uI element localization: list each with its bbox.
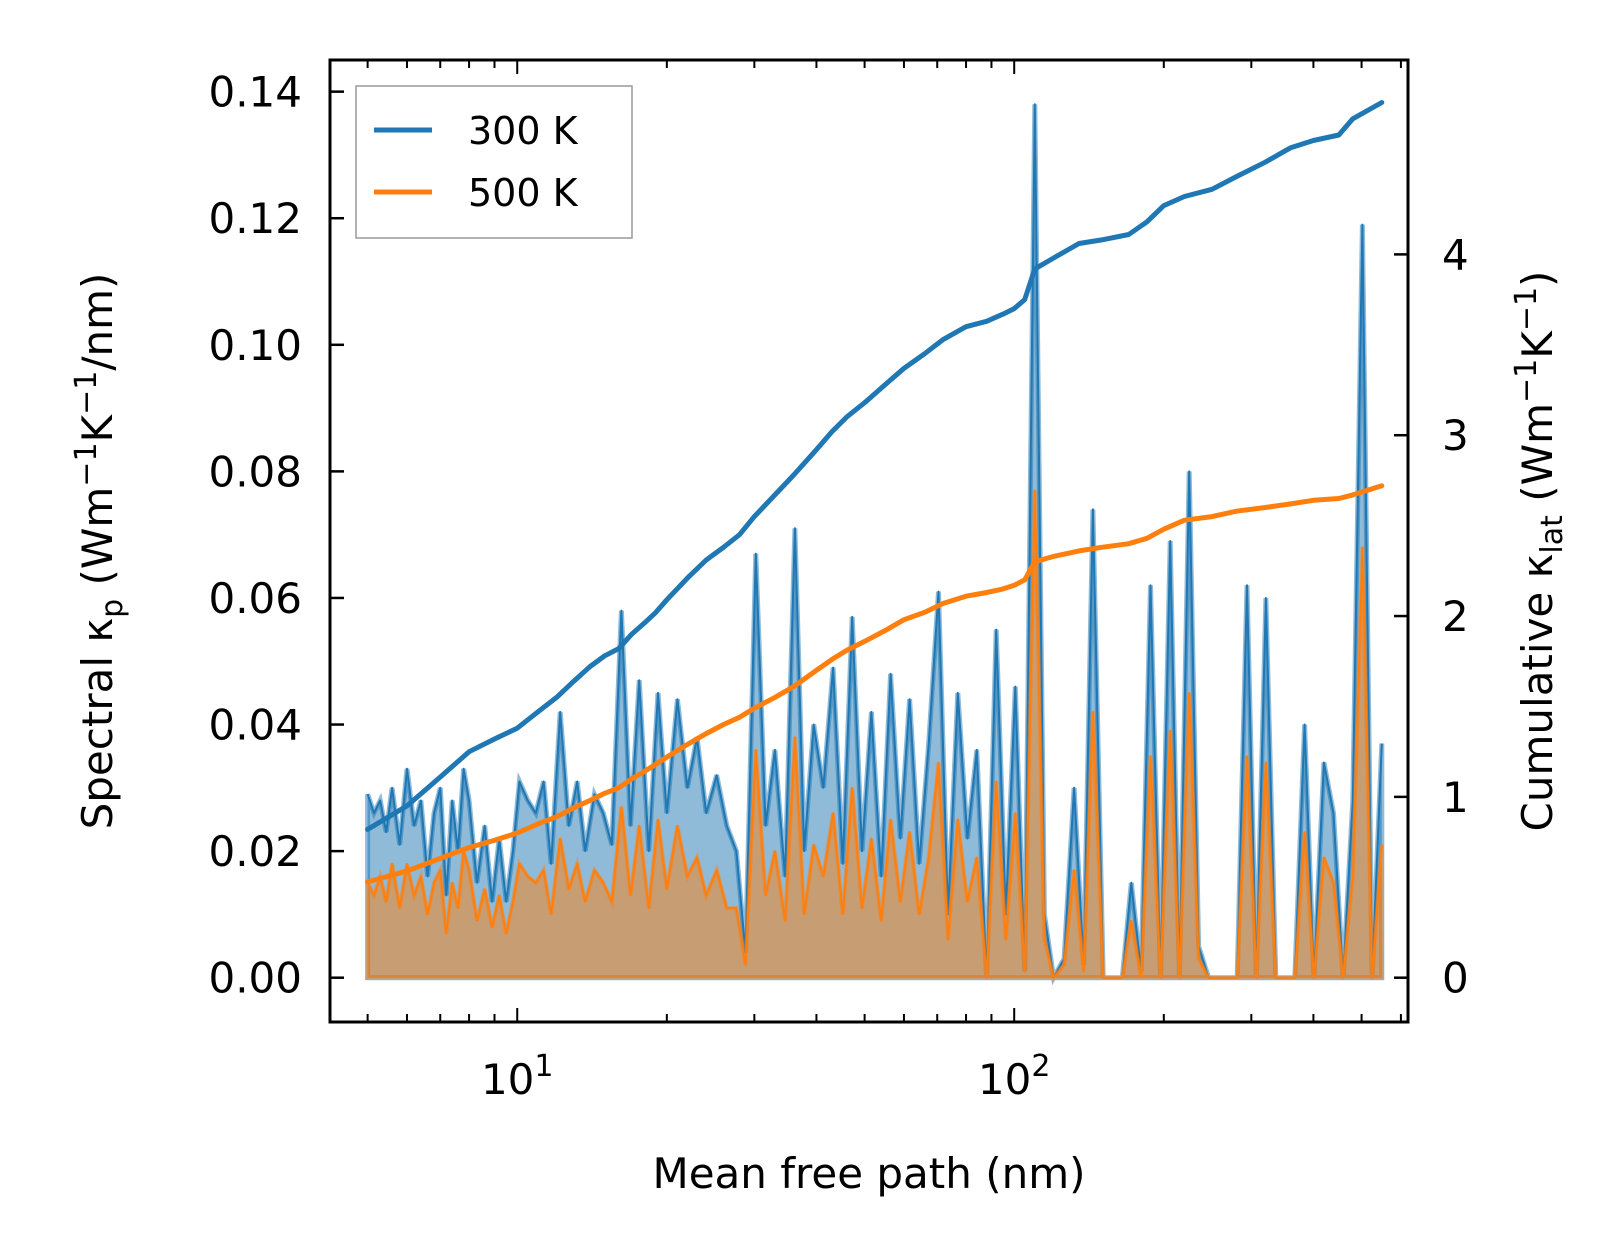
- y-right-tick-label: 4: [1442, 230, 1469, 279]
- legend-label: 500 K: [468, 171, 579, 215]
- y-left-axis-title-prefix: Spectral κ: [73, 618, 122, 830]
- legend-box: [355, 85, 633, 239]
- y-left-axis-title: Spectral κp (Wm−1K−1/nm): [69, 273, 130, 830]
- x-tick-exponent: 1: [534, 1049, 553, 1084]
- y-right-axis-title-mid: K: [1513, 330, 1562, 359]
- y-right-axis-title-tail: ): [1513, 271, 1562, 287]
- y-left-axis-title-subscript: p: [95, 599, 130, 618]
- y-right-axis-title-superscript-1: −1: [1509, 359, 1544, 403]
- legend-label: 300 K: [468, 109, 579, 153]
- y-left-tick-label: 0.02: [208, 827, 302, 876]
- y-right-tick-label: 0: [1442, 954, 1469, 1003]
- y-right-axis-title-superscript-2: −1: [1509, 287, 1544, 331]
- cumulative-300k-line: [365, 100, 1385, 832]
- x-tick-base: 10: [481, 1055, 534, 1104]
- plot-content: [365, 100, 1385, 986]
- axes: 0.000.020.040.060.080.100.120.1401234101…: [69, 58, 1570, 1198]
- x-tick-label: 102: [978, 1049, 1051, 1104]
- plot-frame: [328, 58, 1410, 1024]
- y-left-axis-title-mid: K: [73, 413, 122, 442]
- x-tick-base: 10: [978, 1055, 1031, 1104]
- y-left-tick-label: 0.12: [208, 194, 302, 243]
- y-left-tick-label: 0.14: [208, 68, 302, 117]
- y-right-tick-label: 3: [1442, 411, 1469, 460]
- legend: 300 K 500 K: [355, 85, 633, 239]
- cumulative-500k-line: [365, 483, 1385, 885]
- y-left-axis-title-units: (Wm: [73, 487, 122, 599]
- y-right-axis-title-units: (Wm: [1513, 403, 1562, 515]
- y-left-axis-title-superscript-1: −1: [69, 442, 104, 486]
- y-left-axis-title-tail: /nm): [73, 273, 122, 371]
- y-right-tick-label: 2: [1442, 592, 1469, 641]
- x-tick-label: 101: [481, 1049, 554, 1104]
- plot-area: [365, 100, 1385, 986]
- x-tick-exponent: 2: [1031, 1049, 1050, 1084]
- y-left-tick-label: 0.08: [208, 447, 302, 496]
- y-left-tick-label: 0.00: [208, 954, 302, 1003]
- spectral-500k-line: [366, 489, 1383, 979]
- y-left-axis-title-superscript-2: −1: [69, 371, 104, 415]
- y-right-tick-label: 1: [1442, 773, 1469, 822]
- y-left-tick-label: 0.04: [208, 701, 302, 750]
- y-right-axis-title: Cumulative κlat (Wm−1K−1): [1509, 271, 1570, 832]
- x-axis-title: Mean free path (nm): [652, 1149, 1085, 1198]
- y-left-tick-label: 0.10: [208, 321, 302, 370]
- y-right-axis-title-subscript: lat: [1535, 515, 1570, 554]
- y-left-tick-label: 0.06: [208, 574, 302, 623]
- y-right-axis-title-prefix: Cumulative κ: [1513, 554, 1562, 832]
